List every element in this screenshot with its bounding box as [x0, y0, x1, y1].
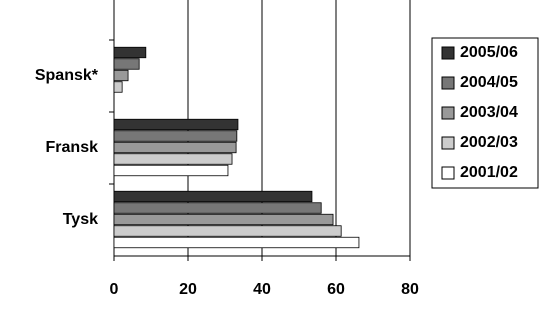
legend-label: 2005/06 — [460, 44, 518, 61]
y-tick-label: Fransk — [46, 139, 99, 156]
legend-label: 2002/03 — [460, 134, 518, 151]
bar — [113, 130, 238, 142]
legend-label: 2004/05 — [460, 74, 518, 91]
legend-swatch — [441, 46, 455, 60]
legend-label: 2003/04 — [460, 104, 518, 121]
bar — [113, 164, 229, 177]
bar — [113, 141, 237, 154]
x-tick-label: 60 — [327, 281, 345, 298]
bar — [113, 69, 129, 82]
bar — [113, 225, 342, 237]
x-tick-label: 80 — [401, 281, 419, 298]
bar — [113, 81, 123, 93]
legend-swatch — [441, 76, 455, 90]
bar — [113, 190, 313, 203]
bar — [113, 46, 147, 59]
legend-swatch — [441, 166, 455, 180]
y-tick-label: Spansk* — [35, 67, 99, 84]
legend-swatch — [441, 136, 455, 150]
bar — [113, 213, 334, 226]
y-tick-label: Tysk — [63, 211, 98, 228]
x-tick-label: 0 — [110, 281, 119, 298]
legend-label: 2001/02 — [460, 164, 518, 181]
bar — [113, 236, 360, 249]
x-tick-label: 40 — [253, 281, 271, 298]
bar — [113, 202, 322, 214]
x-tick-label: 20 — [179, 281, 197, 298]
legend-swatch — [441, 106, 455, 120]
bar — [113, 118, 239, 131]
bar — [113, 58, 140, 70]
bar — [113, 153, 233, 165]
